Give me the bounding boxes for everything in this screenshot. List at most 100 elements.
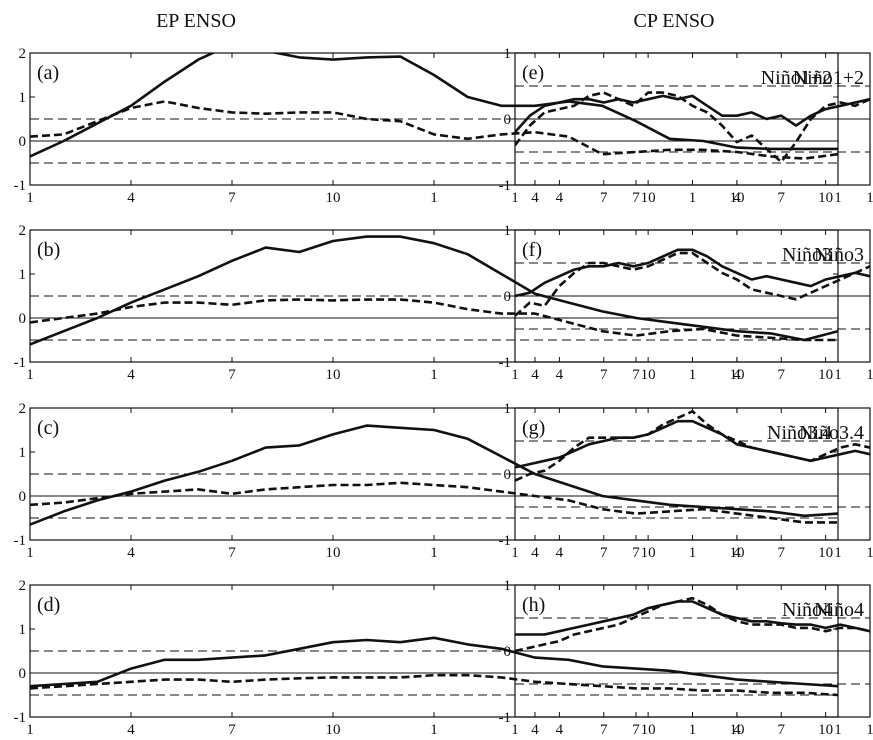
- x-tick-label: 1: [689, 722, 697, 738]
- y-tick-label: 2: [19, 578, 27, 594]
- x-tick-label: 1: [430, 545, 438, 561]
- x-tick-label: 7: [228, 367, 236, 383]
- y-tick-label: 0: [19, 666, 27, 682]
- series-dashed-line: [30, 673, 838, 697]
- y-tick-label: 0: [504, 644, 512, 660]
- y-tick-label: -1: [499, 710, 512, 726]
- x-tick-label: 10: [641, 722, 656, 738]
- panel-region-name: Niño4: [814, 599, 864, 621]
- series-solid-line: [515, 94, 870, 134]
- x-tick-label: 10: [730, 545, 745, 561]
- x-tick-label: 4: [127, 190, 135, 206]
- x-tick-label: 1: [430, 367, 438, 383]
- y-tick-label: -1: [14, 710, 27, 726]
- y-tick-label: 1: [19, 622, 27, 638]
- panel-label: (c): [37, 417, 59, 439]
- y-tick-label: 1: [504, 401, 512, 417]
- x-tick-label: 10: [641, 545, 656, 561]
- x-tick-label: 10: [730, 190, 745, 206]
- y-tick-label: -1: [14, 355, 27, 371]
- x-tick-label: 7: [778, 545, 786, 561]
- x-tick-label: 4: [733, 367, 741, 383]
- y-tick-label: 0: [504, 112, 512, 128]
- x-tick-label: 4: [556, 190, 564, 206]
- series-dashed-line: [30, 298, 838, 342]
- y-tick-label: 2: [19, 401, 27, 417]
- y-tick-label: 1: [19, 267, 27, 283]
- y-tick-label: 1: [19, 445, 27, 461]
- series-dashed-line: [30, 100, 838, 160]
- x-tick-label: 1: [866, 367, 873, 383]
- x-tick-label: 7: [632, 190, 640, 206]
- y-tick-label: 0: [504, 467, 512, 483]
- x-tick-label: 1: [26, 545, 34, 561]
- y-tick-label: 1: [504, 223, 512, 239]
- x-tick-label: 7: [228, 545, 236, 561]
- x-tick-label: 1: [26, 190, 34, 206]
- x-tick-label: 4: [531, 367, 539, 383]
- series-solid-line: [515, 248, 870, 298]
- x-tick-label: 1: [511, 722, 519, 738]
- x-tick-label: 10: [730, 367, 745, 383]
- x-tick-label: 10: [818, 722, 833, 738]
- x-tick-label: 7: [632, 545, 640, 561]
- y-tick-label: -1: [499, 178, 512, 194]
- x-tick-label: 4: [127, 545, 135, 561]
- x-tick-label: 1: [689, 545, 697, 561]
- y-tick-label: -1: [499, 355, 512, 371]
- y-tick-label: -1: [14, 178, 27, 194]
- panel-region-name: Niño4: [782, 599, 832, 621]
- x-tick-label: 4: [556, 367, 564, 383]
- x-tick-label: 10: [326, 190, 341, 206]
- panel-region-name: Niño3: [814, 244, 864, 266]
- panel-label: (b): [37, 239, 60, 261]
- series-dashed-line: [515, 91, 870, 164]
- x-tick-label: 1: [866, 190, 873, 206]
- x-tick-label: 4: [733, 722, 741, 738]
- cp-enso-column-title: CP ENSO: [634, 10, 715, 32]
- x-tick-label: 10: [730, 722, 745, 738]
- x-tick-label: 4: [127, 722, 135, 738]
- panel-label: (d): [37, 594, 60, 616]
- x-tick-label: 1: [834, 367, 842, 383]
- x-tick-label: 1: [26, 722, 34, 738]
- x-tick-label: 7: [632, 367, 640, 383]
- x-tick-label: 7: [600, 367, 608, 383]
- x-tick-label: 4: [733, 190, 741, 206]
- y-tick-label: 1: [19, 90, 27, 106]
- series-solid-line: [30, 53, 838, 158]
- x-tick-label: 10: [326, 722, 341, 738]
- x-tick-label: 1: [511, 367, 519, 383]
- series-solid-line: [30, 636, 838, 688]
- x-tick-label: 7: [778, 190, 786, 206]
- y-tick-label: -1: [499, 533, 512, 549]
- panel-region-name: Niño1+2: [793, 67, 864, 89]
- x-tick-label: 10: [818, 545, 833, 561]
- x-tick-label: 1: [430, 190, 438, 206]
- x-tick-label: 1: [511, 545, 519, 561]
- y-tick-label: 0: [19, 489, 27, 505]
- x-tick-label: 4: [531, 545, 539, 561]
- x-tick-label: 1: [834, 545, 842, 561]
- x-tick-label: 10: [326, 545, 341, 561]
- x-tick-label: 10: [818, 367, 833, 383]
- x-tick-label: 4: [556, 545, 564, 561]
- y-tick-label: 2: [19, 223, 27, 239]
- x-tick-label: 1: [511, 190, 519, 206]
- panel-region-name: Niño1+2: [761, 67, 832, 89]
- x-tick-label: 7: [600, 722, 608, 738]
- ep-enso-column-title: EP ENSO: [156, 10, 236, 32]
- x-tick-label: 10: [641, 190, 656, 206]
- panel-label: (e): [522, 62, 544, 84]
- x-tick-label: 4: [531, 722, 539, 738]
- x-tick-label: 7: [228, 722, 236, 738]
- panel-label: (g): [522, 417, 545, 439]
- panel-region-name: Niño3.4: [799, 422, 864, 444]
- x-tick-label: 10: [641, 367, 656, 383]
